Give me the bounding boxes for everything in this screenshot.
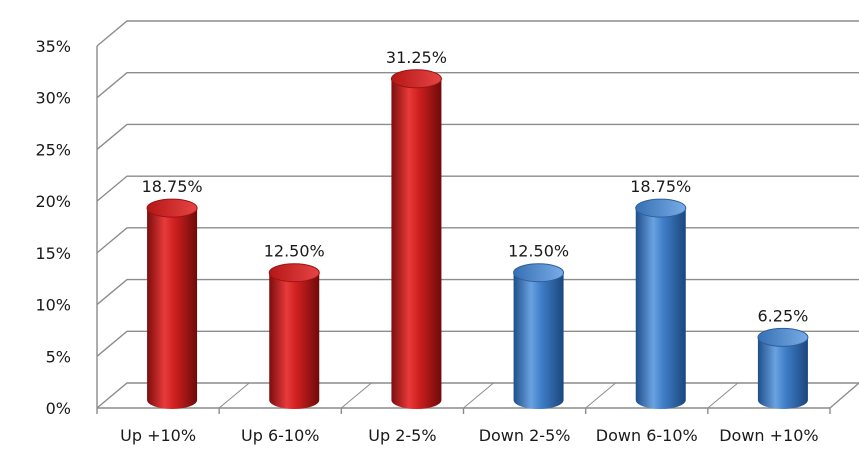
bar-body — [391, 78, 442, 410]
gridline — [96, 175, 859, 202]
bar-top — [513, 263, 565, 283]
floor-divider — [707, 382, 739, 409]
data-label: 6.25% — [758, 306, 809, 325]
gridline — [96, 227, 859, 254]
bar-body — [147, 208, 198, 409]
bars — [146, 69, 809, 410]
bar-top — [390, 69, 442, 89]
bar — [146, 198, 198, 409]
y-tick-label: 35% — [35, 37, 71, 56]
floor-divider — [585, 382, 616, 409]
y-tick-label: 25% — [35, 140, 71, 159]
bar — [268, 263, 320, 410]
floor-divider — [218, 382, 250, 409]
y-tick-label: 10% — [35, 296, 71, 315]
data-label: 12.50% — [264, 242, 325, 261]
labels: 0% 5% 10% 15% 20% 25% 30% 35% 18.75% Up +10% 12.50… — [35, 37, 818, 445]
x-tick-label: Down +10% — [719, 426, 818, 445]
data-label: 12.50% — [508, 242, 569, 261]
gridlines — [96, 20, 859, 409]
y-tick-label: 15% — [35, 244, 71, 263]
data-label: 18.75% — [630, 177, 691, 196]
data-label: 31.25% — [386, 48, 447, 67]
bar — [635, 198, 687, 410]
y-tick-label: 20% — [35, 192, 71, 211]
floor-edge — [829, 382, 859, 409]
floor-divider — [463, 382, 494, 409]
data-label: 18.75% — [142, 177, 203, 196]
bar-top — [146, 198, 198, 218]
x-tick-label: Up +10% — [120, 426, 196, 445]
gridline — [96, 330, 859, 357]
gridline — [96, 72, 859, 99]
bar-top — [757, 327, 809, 347]
bar-body — [513, 272, 564, 410]
y-tick-label: 5% — [46, 347, 71, 366]
bar-body — [757, 337, 808, 409]
x-tick-label: Down 6-10% — [596, 426, 698, 445]
bar — [757, 327, 809, 409]
x-tick-label: Down 2-5% — [479, 426, 571, 445]
x-tick-label: Up 6-10% — [241, 426, 319, 445]
axes — [96, 46, 859, 414]
y-tick-label: 30% — [35, 89, 71, 108]
gridline — [96, 278, 859, 306]
bar — [513, 263, 565, 410]
bar-top — [268, 263, 320, 283]
floor-divider — [341, 382, 372, 409]
y-tick-label: 0% — [46, 399, 71, 418]
gridline — [96, 123, 859, 150]
gridline — [96, 20, 859, 47]
bar-body — [635, 208, 686, 410]
bar — [390, 69, 442, 410]
bar-top — [635, 198, 687, 218]
bar-body — [269, 272, 320, 410]
x-tick-label: Up 2-5% — [368, 426, 436, 445]
